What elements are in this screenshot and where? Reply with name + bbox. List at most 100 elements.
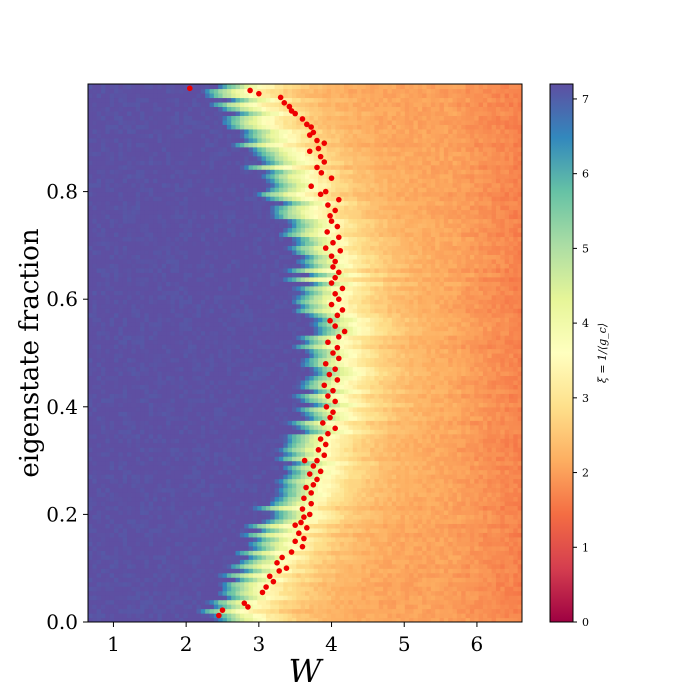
heatmap-cell bbox=[252, 438, 258, 444]
heatmap-cell bbox=[331, 568, 336, 574]
heatmap-cell bbox=[144, 532, 150, 538]
heatmap-cell bbox=[114, 577, 119, 583]
heatmap-cell bbox=[370, 590, 376, 596]
heatmap-cell bbox=[448, 586, 454, 592]
heatmap-cell bbox=[404, 518, 410, 524]
heatmap-cell bbox=[404, 595, 410, 601]
heatmap-cell bbox=[274, 554, 280, 560]
heatmap-cell bbox=[318, 424, 323, 430]
heatmap-cell bbox=[209, 536, 215, 542]
heatmap-cell bbox=[213, 505, 219, 511]
heatmap-cell bbox=[422, 509, 428, 515]
heatmap-cell bbox=[456, 483, 462, 489]
heatmap-cell bbox=[114, 483, 119, 489]
heatmap-cell bbox=[235, 451, 241, 457]
heatmap-cell bbox=[426, 563, 432, 569]
heatmap-cell bbox=[322, 527, 328, 533]
heatmap-cell bbox=[153, 613, 159, 619]
heatmap-cell bbox=[161, 613, 167, 619]
heatmap-cell bbox=[331, 402, 336, 408]
heatmap-cell bbox=[370, 514, 376, 520]
heatmap-cell bbox=[109, 608, 115, 614]
heatmap-cell bbox=[161, 532, 167, 538]
heatmap-cell bbox=[209, 505, 215, 511]
heatmap-cell bbox=[465, 487, 471, 493]
heatmap-cell bbox=[248, 523, 254, 529]
heatmap-cell bbox=[374, 483, 380, 489]
heatmap-cell bbox=[122, 599, 128, 605]
heatmap-cell bbox=[170, 536, 176, 542]
heatmap-cell bbox=[413, 500, 419, 507]
heatmap-cell bbox=[461, 442, 467, 448]
heatmap-cell bbox=[209, 442, 215, 448]
heatmap-cell bbox=[231, 420, 237, 426]
heatmap-cell bbox=[318, 550, 323, 556]
heatmap-cell bbox=[257, 509, 263, 515]
heatmap-cell bbox=[318, 397, 323, 403]
heatmap-cell bbox=[404, 460, 410, 466]
heatmap-cell bbox=[331, 505, 336, 511]
heatmap-cell bbox=[487, 581, 493, 587]
heatmap-cell bbox=[283, 411, 289, 417]
heatmap-cell bbox=[469, 469, 475, 475]
heatmap-cell bbox=[456, 447, 462, 453]
heatmap-cell bbox=[322, 545, 328, 551]
heatmap-cell bbox=[114, 509, 119, 515]
heatmap-cell bbox=[209, 456, 215, 462]
heatmap-cell bbox=[252, 509, 258, 515]
heatmap-cell bbox=[452, 523, 458, 529]
heatmap-cell bbox=[422, 447, 428, 453]
heatmap-cell bbox=[374, 617, 380, 622]
heatmap-cell bbox=[352, 438, 358, 444]
heatmap-cell bbox=[426, 424, 432, 430]
heatmap-cell bbox=[413, 411, 419, 417]
heatmap-cell bbox=[161, 500, 167, 507]
heatmap-cell bbox=[313, 451, 319, 457]
heatmap-cell bbox=[274, 550, 280, 556]
heatmap-cell bbox=[318, 554, 323, 560]
heatmap-cell bbox=[487, 509, 493, 515]
heatmap-cell bbox=[226, 438, 232, 444]
heatmap-cell bbox=[270, 500, 276, 507]
heatmap-cell bbox=[92, 474, 98, 480]
heatmap-cell bbox=[504, 604, 510, 610]
heatmap-cell bbox=[409, 568, 415, 574]
heatmap-cell bbox=[291, 424, 297, 430]
heatmap-cell bbox=[461, 483, 467, 489]
heatmap-cell bbox=[226, 406, 232, 412]
heatmap-cell bbox=[305, 613, 310, 619]
heatmap-cell bbox=[482, 465, 488, 471]
heatmap-cell bbox=[491, 590, 497, 596]
heatmap-cell bbox=[378, 595, 384, 601]
heatmap-cell bbox=[118, 532, 124, 538]
heatmap-cell bbox=[456, 613, 462, 619]
heatmap-cell bbox=[278, 429, 284, 435]
heatmap-cell bbox=[452, 465, 458, 471]
heatmap-cell bbox=[287, 460, 293, 466]
heatmap-cell bbox=[357, 447, 363, 453]
heatmap-cell bbox=[461, 456, 467, 462]
heatmap-cell bbox=[448, 442, 454, 448]
heatmap-cell bbox=[352, 527, 358, 533]
heatmap-cell bbox=[339, 420, 345, 426]
heatmap-cell bbox=[383, 509, 389, 515]
heatmap-cell bbox=[131, 613, 137, 619]
heatmap-cell bbox=[114, 617, 119, 622]
heatmap-cell bbox=[118, 617, 124, 622]
heatmap-cell bbox=[153, 532, 159, 538]
heatmap-cell bbox=[413, 447, 419, 453]
heatmap-cell bbox=[426, 469, 432, 475]
heatmap-cell bbox=[296, 554, 302, 560]
heatmap-cell bbox=[517, 559, 522, 565]
heatmap-cell bbox=[270, 465, 276, 471]
heatmap-cell bbox=[218, 433, 224, 439]
heatmap-cell bbox=[491, 424, 497, 430]
heatmap-cell bbox=[192, 433, 198, 439]
heatmap-cell bbox=[396, 599, 402, 605]
heatmap-cell bbox=[274, 496, 280, 502]
heatmap-cell bbox=[192, 491, 198, 498]
heatmap-cell bbox=[465, 465, 471, 471]
heatmap-cell bbox=[157, 527, 163, 533]
heatmap-cell bbox=[278, 559, 284, 565]
heatmap-cell bbox=[461, 581, 467, 587]
